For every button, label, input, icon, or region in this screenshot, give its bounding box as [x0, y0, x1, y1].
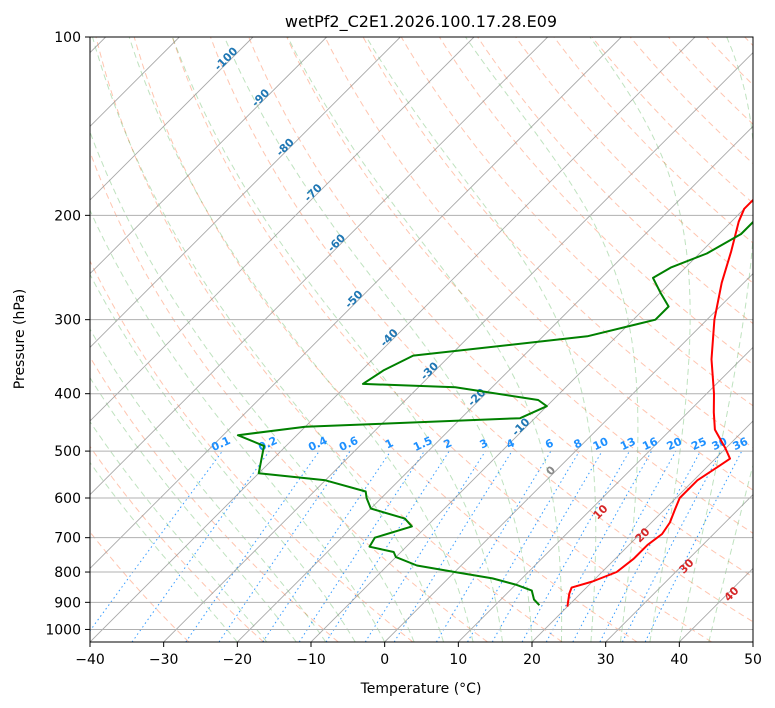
- moist-adiabat: [92, 37, 445, 642]
- x-tick-label: 10: [449, 652, 467, 668]
- mixing-ratio-line: [364, 450, 486, 642]
- y-tick-label: 300: [54, 313, 81, 329]
- mixing-ratio-line: [572, 450, 677, 642]
- dewpoint-line: [236, 220, 753, 606]
- dry-adiabat: [210, 37, 753, 623]
- x-tick-label: −30: [149, 652, 179, 668]
- x-tick-label: −10: [296, 652, 326, 668]
- moist-adiabat: [287, 37, 563, 642]
- moist-adiabat: [90, 461, 238, 642]
- moist-adiabat: [708, 463, 753, 642]
- mixing-ratio-label: 25: [689, 435, 708, 453]
- moist-adiabat: [90, 130, 415, 642]
- dry-adiabat: [515, 37, 753, 284]
- isotherm: [90, 37, 548, 496]
- x-tick-label: −20: [223, 652, 253, 668]
- isotherm: [605, 494, 753, 642]
- isotherm: [237, 125, 753, 642]
- mixing-ratio-line: [298, 450, 425, 642]
- y-tick-label: 600: [54, 491, 81, 507]
- mixing-ratio-line: [325, 450, 450, 642]
- moist-adiabat: [589, 37, 691, 642]
- dry-adiabat: [95, 37, 563, 642]
- mixing-ratio-label: 16: [640, 435, 660, 453]
- moist-adiabat: [90, 273, 356, 642]
- isotherm: [310, 199, 753, 642]
- isotherm: [458, 346, 753, 642]
- y-tick-label: 200: [54, 208, 81, 224]
- x-axis: −40 −30 −20 −10 0 10 20 30 40 50: [75, 642, 762, 668]
- mixing-ratio-label: 36: [731, 435, 751, 453]
- x-tick-label: 30: [597, 652, 615, 668]
- moist-adiabat: [223, 37, 533, 642]
- isotherm: [384, 273, 753, 642]
- moist-adiabat: [90, 420, 268, 642]
- isotherm: [90, 37, 327, 275]
- x-tick-label: 40: [670, 652, 688, 668]
- mixing-ratio-line: [599, 450, 701, 642]
- x-tick-label: 20: [523, 652, 541, 668]
- y-tick-label: 400: [54, 387, 81, 403]
- y-tick-label: 500: [54, 444, 81, 460]
- isotherm: [163, 52, 753, 642]
- mixing-ratio-line: [262, 450, 392, 642]
- isotherm: [531, 420, 753, 642]
- moist-adiabat: [128, 37, 474, 642]
- dry-adiabat: [171, 37, 712, 642]
- plot-frame: [89, 36, 754, 643]
- x-tick-label: −40: [75, 652, 105, 668]
- mixing-ratio-line: [467, 450, 580, 642]
- mixing-ratio-label: 13: [618, 435, 637, 453]
- chart-title: wetPf2_C2E1.2026.100.17.28.E09: [285, 12, 557, 32]
- dry-adiabat: [324, 37, 753, 491]
- isotherm: [90, 37, 254, 201]
- moist-adiabat: [90, 209, 386, 642]
- moist-adiabat: [365, 37, 597, 642]
- y-axis-label: Pressure (hPa): [12, 289, 28, 389]
- moist-adiabat: [90, 328, 327, 642]
- x-tick-label: 50: [744, 652, 762, 668]
- x-tick-label: 0: [380, 652, 389, 668]
- plot-area: [90, 37, 753, 642]
- profile-series: [236, 198, 753, 607]
- y-tick-label: 900: [54, 595, 81, 611]
- dry-adiabat: [90, 445, 264, 642]
- isotherm: [90, 37, 696, 642]
- y-tick-label: 1000: [45, 622, 81, 638]
- dry-adiabat: [133, 37, 638, 642]
- isotherm: [90, 37, 475, 422]
- dry-adiabat: [248, 37, 753, 578]
- mixing-ratio-line: [218, 450, 351, 642]
- mixing-ratio-label: 10: [591, 435, 611, 453]
- y-tick-label: 100: [54, 30, 81, 46]
- dry-adiabat: [90, 259, 414, 642]
- grid-lines: [90, 37, 753, 642]
- mixing-ratio-line: [185, 450, 320, 642]
- isotherm: [90, 37, 401, 348]
- dry-adiabat: [286, 37, 753, 534]
- moist-adiabat: [90, 376, 297, 642]
- mixing-ratio-line: [435, 450, 552, 642]
- y-tick-label: 800: [54, 565, 81, 581]
- y-tick-label: 700: [54, 531, 81, 547]
- x-axis-label: Temperature (°C): [360, 681, 482, 697]
- moist-adiabat: [171, 37, 503, 642]
- background-lines: [90, 37, 753, 642]
- moist-adiabat: [678, 37, 753, 642]
- y-axis: 100 200 300 400 500 600 700 800 900 1000: [45, 30, 90, 638]
- moist-adiabat: [465, 37, 639, 642]
- temperature-line: [566, 198, 753, 607]
- isotherm: [90, 37, 622, 569]
- isotherm: [752, 641, 753, 642]
- mixing-ratio-label: 20: [665, 435, 685, 453]
